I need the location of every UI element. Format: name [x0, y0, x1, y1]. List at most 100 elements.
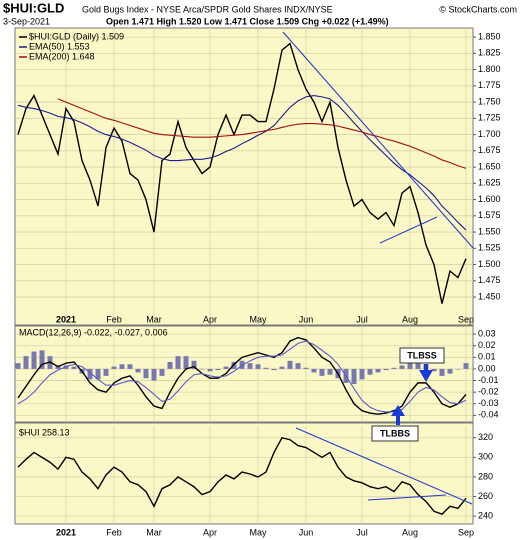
histogram-bar — [135, 368, 141, 373]
y-tick-label: 1.825 — [478, 48, 501, 58]
histogram-bar — [407, 359, 413, 369]
y-tick-label: 1.450 — [478, 291, 501, 301]
legend-label: $HUI:GLD (Daily) 1.509 — [29, 31, 124, 41]
histogram-bar — [375, 368, 381, 373]
x-tick-label: Jun — [299, 527, 314, 537]
x-tick-label: May — [249, 527, 267, 537]
histogram-bar — [191, 360, 197, 369]
trend-line — [282, 31, 474, 249]
x-tick-label: Jul — [356, 527, 368, 537]
y-tick-label: 280 — [478, 471, 493, 481]
x-tick-label: May — [249, 314, 267, 324]
y-tick-label: 1.625 — [478, 178, 501, 188]
series-line — [17, 436, 467, 515]
y-tick-label: 1.775 — [478, 80, 501, 90]
histogram-bar — [31, 351, 37, 369]
x-tick-label: Jul — [356, 314, 368, 324]
histogram-bar — [263, 367, 269, 369]
panel-label: $HUI 258.13 — [19, 427, 70, 437]
histogram-bar — [247, 363, 253, 369]
y-tick-label: 300 — [478, 452, 493, 462]
x-tick-label: Apr — [203, 314, 217, 324]
trend-line — [295, 427, 473, 505]
x-tick-label: Jun — [299, 314, 314, 324]
x-tick-label: Aug — [402, 527, 418, 537]
y-tick-label: -0.01 — [478, 375, 499, 385]
arrow — [424, 364, 428, 371]
histogram-bar — [415, 359, 421, 369]
legend-label: EMA(50) 1.553 — [29, 41, 90, 51]
histogram-bar — [383, 368, 389, 371]
histogram-bar — [271, 368, 277, 371]
x-tick-label: Mar — [146, 527, 162, 537]
panel-label: MACD(12,26,9) -0.022, -0.027, 0.006 — [19, 327, 168, 337]
y-tick-label: 320 — [478, 432, 493, 442]
histogram-bar — [359, 368, 365, 380]
histogram-bar — [327, 368, 333, 375]
trend-line — [379, 216, 438, 244]
y-tick-label: 1.850 — [478, 31, 501, 41]
arrow — [391, 405, 405, 416]
annotation: TLBSS — [407, 350, 437, 360]
y-tick-label: 1.600 — [478, 194, 501, 204]
y-tick-label: -0.04 — [478, 410, 499, 420]
histogram-bar — [71, 366, 77, 369]
histogram-bar — [463, 363, 469, 369]
annotation-box — [371, 425, 419, 442]
histogram-bar — [351, 368, 357, 385]
y-tick-label: 0.02 — [478, 340, 496, 350]
x-tick-label: Apr — [203, 527, 217, 537]
quote: Open 1.471 High 1.520 Low 1.471 Close 1.… — [106, 16, 389, 26]
histogram-bar — [447, 368, 453, 374]
y-tick-label: 1.500 — [478, 259, 501, 269]
chart-title: $HUI:GLD — [3, 0, 64, 15]
y-tick-label: 0.00 — [478, 363, 496, 373]
histogram-bar — [295, 363, 301, 369]
annotation-box — [399, 347, 445, 364]
arrow — [419, 370, 433, 382]
y-tick-label: 240 — [478, 510, 493, 520]
histogram-bar — [231, 361, 237, 369]
histogram-bar — [87, 368, 93, 380]
histogram-bar — [303, 367, 309, 369]
date: 3-Sep-2021 — [3, 16, 50, 26]
histogram-bar — [183, 356, 189, 369]
histogram-bar — [39, 350, 45, 369]
histogram-bar — [455, 368, 461, 370]
y-tick-label: 0.03 — [478, 328, 496, 338]
series-line — [17, 340, 467, 413]
series-line — [17, 42, 467, 304]
histogram-bar — [15, 363, 21, 369]
histogram-bar — [143, 368, 149, 379]
y-tick-label: 1.750 — [478, 96, 501, 106]
histogram-bar — [431, 368, 437, 372]
histogram-bar — [207, 368, 213, 372]
y-tick-label: -0.03 — [478, 398, 499, 408]
x-tick-label: Feb — [106, 527, 122, 537]
y-tick-label: 1.675 — [478, 145, 501, 155]
histogram-bar — [159, 368, 165, 376]
y-tick-label: 1.800 — [478, 64, 501, 74]
histogram-bar — [311, 368, 317, 373]
x-tick-label: Sep — [458, 314, 474, 324]
panel-frame — [14, 27, 474, 326]
histogram-bar — [367, 368, 373, 375]
x-tick-label: Sep — [458, 527, 474, 537]
y-tick-label: 0.01 — [478, 352, 496, 362]
x-tick-label: Mar — [146, 314, 162, 324]
histogram-bar — [103, 368, 109, 376]
y-tick-label: 1.700 — [478, 129, 501, 139]
legend-label: EMA(200) 1.648 — [29, 51, 95, 61]
histogram-bar — [95, 368, 101, 380]
histogram-bar — [439, 368, 445, 376]
histogram-bar — [287, 360, 293, 369]
x-tick-label: Aug — [402, 314, 418, 324]
histogram-bar — [215, 368, 221, 371]
histogram-bar — [255, 364, 261, 369]
y-tick-label: 260 — [478, 491, 493, 501]
histogram-bar — [199, 368, 205, 370]
histogram-bar — [111, 366, 117, 369]
histogram-bar — [167, 361, 173, 369]
y-tick-label: -0.02 — [478, 387, 499, 397]
